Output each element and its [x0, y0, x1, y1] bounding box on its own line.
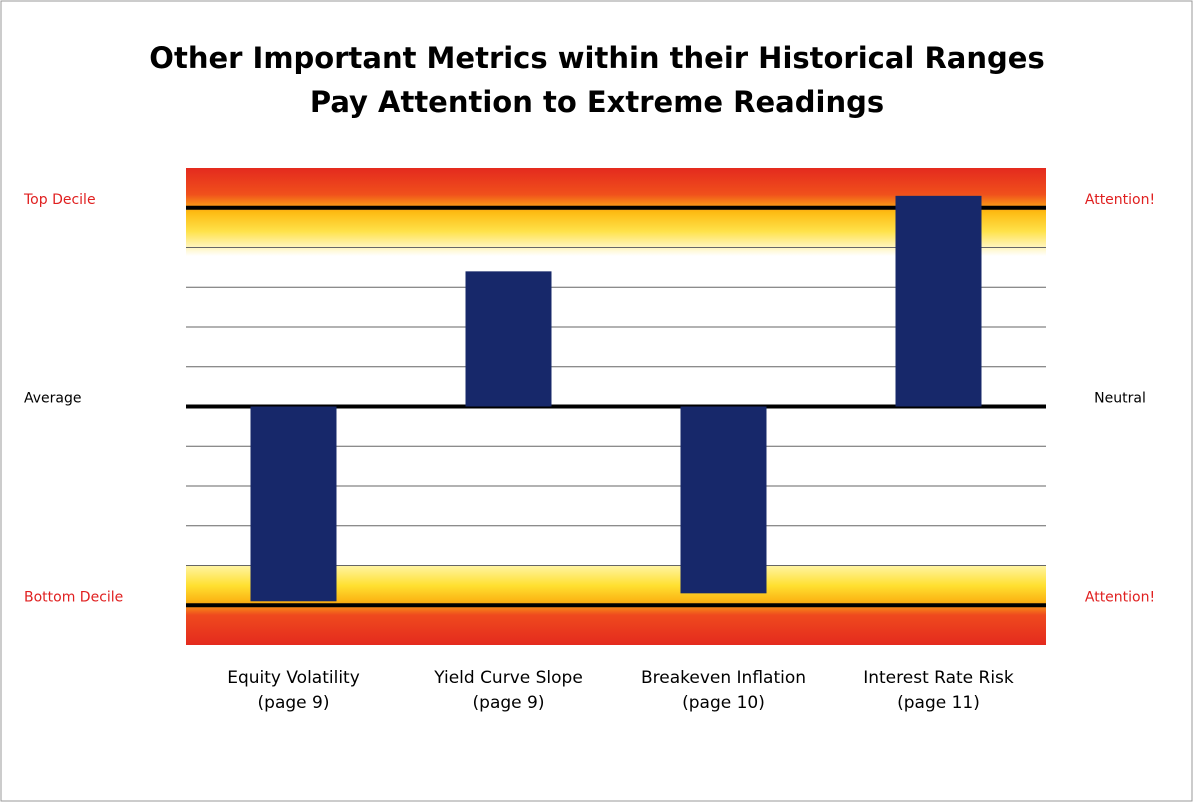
x-tick-label: Breakeven Inflation — [641, 668, 806, 688]
chart-title: Other Important Metrics within their His… — [149, 41, 1044, 75]
x-tick-label: Equity Volatility — [227, 668, 360, 688]
reference-label: Top Decile — [23, 192, 96, 208]
chart-subtitle: Pay Attention to Extreme Readings — [310, 85, 884, 119]
bar — [680, 406, 767, 594]
reference-label: Attention! — [1085, 192, 1155, 208]
x-tick-label: Interest Rate Risk — [863, 668, 1014, 688]
x-tick-label: (page 9) — [473, 693, 545, 713]
bar — [250, 406, 337, 602]
reference-label: Bottom Decile — [24, 589, 123, 605]
reference-label: Attention! — [1085, 589, 1155, 605]
x-tick-label: (page 10) — [682, 693, 765, 713]
x-tick-label: (page 9) — [258, 693, 330, 713]
x-tick-label: (page 11) — [897, 693, 980, 713]
bar — [465, 271, 552, 407]
bar — [895, 195, 982, 407]
x-tick-label: Yield Curve Slope — [433, 668, 583, 688]
reference-label: Average — [24, 391, 82, 407]
reference-label: Neutral — [1094, 391, 1146, 407]
